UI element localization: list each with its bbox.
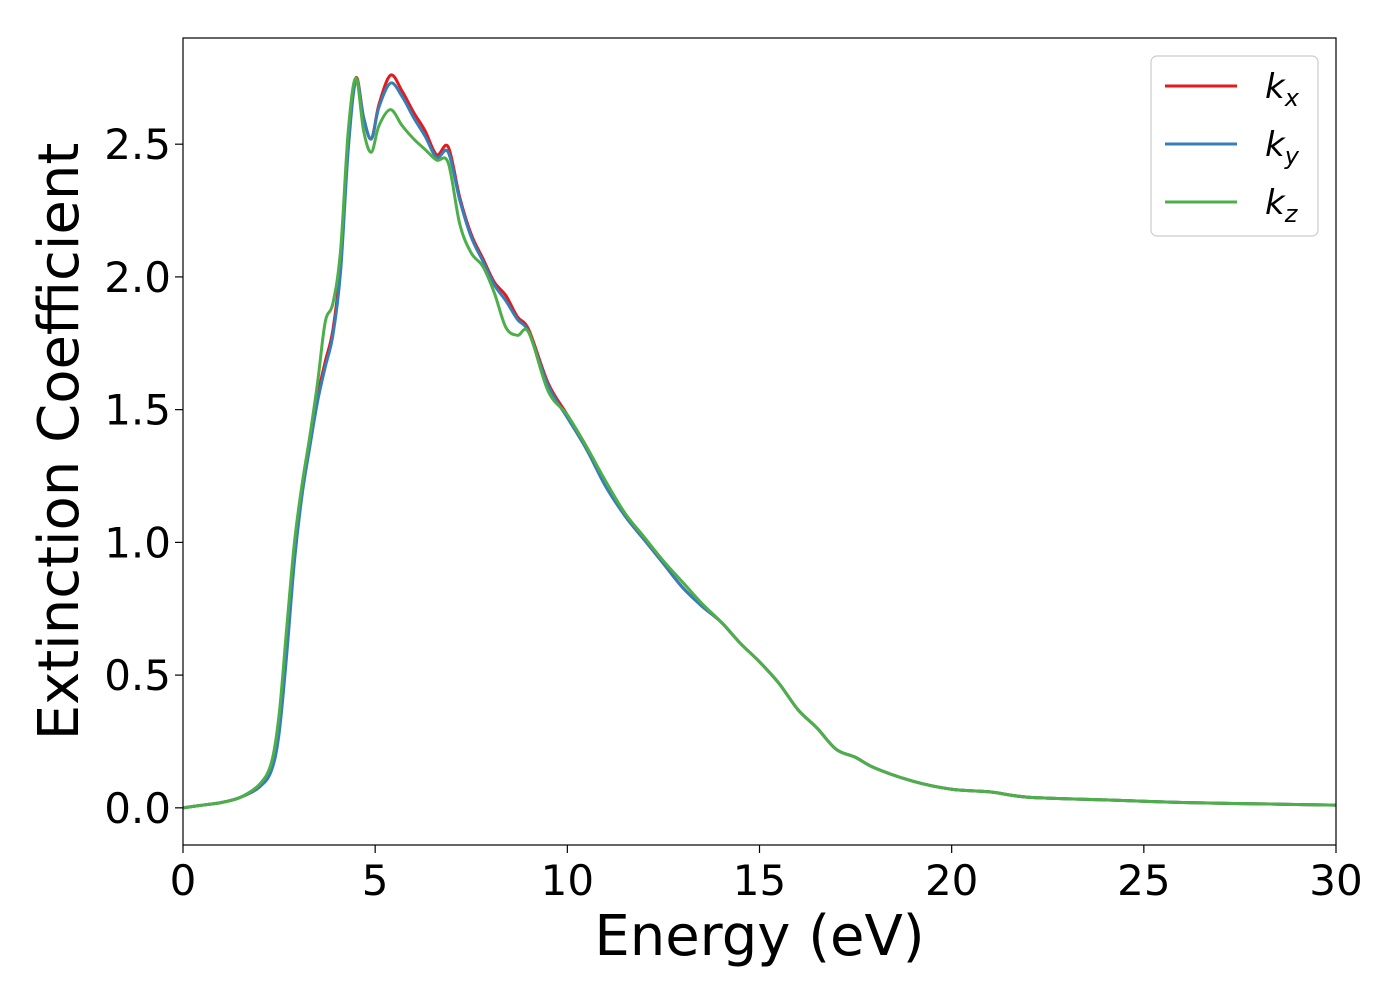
- series-layer: [183, 73, 1336, 810]
- y-tick-label: 2.0: [104, 253, 171, 302]
- plot-area: [183, 38, 1336, 845]
- x-tick-label: 20: [925, 856, 978, 905]
- legend-entry-x: kx: [1165, 67, 1300, 112]
- x-tick-label: 15: [733, 856, 786, 905]
- y-tick-label: 0.5: [104, 651, 171, 700]
- legend-box: [1150, 55, 1319, 237]
- y-axis-title: Extinction Coefficient: [27, 143, 92, 741]
- legend-entry-z: kz: [1165, 183, 1299, 228]
- y-tick-label: 1.5: [104, 386, 171, 435]
- series-line-z: [183, 76, 1336, 810]
- x-axis: 0 5 10 15 20 25 30: [170, 845, 1363, 905]
- x-tick-label: 25: [1117, 856, 1170, 905]
- x-tick-label: 5: [362, 856, 389, 905]
- legend-label: ky: [1265, 125, 1300, 170]
- legend-label: kx: [1265, 67, 1300, 112]
- x-tick-label: 10: [541, 856, 594, 905]
- x-tick-label: 0: [170, 856, 197, 905]
- x-axis-title: Energy (eV): [594, 904, 924, 969]
- legend-entry-y: ky: [1165, 125, 1300, 170]
- y-tick-label: 1.0: [104, 518, 171, 567]
- legend: kx ky kz: [1150, 55, 1319, 237]
- x-tick-label: 30: [1309, 856, 1362, 905]
- y-tick-label: 2.5: [104, 120, 171, 169]
- legend-label: kz: [1265, 183, 1299, 228]
- y-axis: 0.0 0.5 1.0 1.5 2.0 2.5: [104, 120, 183, 833]
- y-tick-label: 0.0: [104, 784, 171, 833]
